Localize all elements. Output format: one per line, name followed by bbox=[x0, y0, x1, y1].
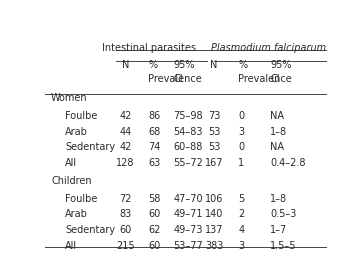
Text: 60–88: 60–88 bbox=[174, 143, 203, 152]
Text: 5: 5 bbox=[238, 194, 244, 204]
Text: Foulbe: Foulbe bbox=[65, 194, 97, 204]
Text: 47–70: 47–70 bbox=[174, 194, 203, 204]
Text: Plasmodium falciparum: Plasmodium falciparum bbox=[212, 43, 327, 53]
Text: Children: Children bbox=[51, 176, 91, 186]
Text: 1: 1 bbox=[238, 158, 244, 168]
Text: 72: 72 bbox=[119, 194, 132, 204]
Text: 2: 2 bbox=[238, 209, 244, 220]
Text: 1–8: 1–8 bbox=[270, 127, 287, 137]
Text: 74: 74 bbox=[148, 143, 160, 152]
Text: Prevalence: Prevalence bbox=[238, 74, 292, 84]
Text: %: % bbox=[148, 60, 157, 70]
Text: All: All bbox=[65, 158, 77, 168]
Text: 106: 106 bbox=[205, 194, 223, 204]
Text: 140: 140 bbox=[205, 209, 223, 220]
Text: 42: 42 bbox=[119, 111, 132, 121]
Text: 53: 53 bbox=[208, 127, 220, 137]
Text: 128: 128 bbox=[116, 158, 135, 168]
Text: 60: 60 bbox=[119, 225, 132, 235]
Text: NA: NA bbox=[270, 111, 285, 121]
Text: Intestinal parasites: Intestinal parasites bbox=[102, 43, 196, 53]
Text: Prevalence: Prevalence bbox=[148, 74, 202, 84]
Text: 215: 215 bbox=[116, 241, 135, 251]
Text: 1–8: 1–8 bbox=[270, 194, 287, 204]
Text: 62: 62 bbox=[148, 225, 160, 235]
Text: 0: 0 bbox=[238, 111, 244, 121]
Text: NA: NA bbox=[270, 143, 285, 152]
Text: 60: 60 bbox=[148, 209, 160, 220]
Text: Women: Women bbox=[51, 93, 87, 103]
Text: %: % bbox=[238, 60, 247, 70]
Text: Sedentary: Sedentary bbox=[65, 143, 115, 152]
Text: 95%: 95% bbox=[174, 60, 195, 70]
Text: 58: 58 bbox=[148, 194, 160, 204]
Text: 3: 3 bbox=[238, 127, 244, 137]
Text: 0: 0 bbox=[238, 143, 244, 152]
Text: 63: 63 bbox=[148, 158, 160, 168]
Text: 383: 383 bbox=[205, 241, 223, 251]
Text: 95%: 95% bbox=[270, 60, 292, 70]
Text: 49–73: 49–73 bbox=[174, 225, 203, 235]
Text: N: N bbox=[211, 60, 218, 70]
Text: 55–72: 55–72 bbox=[174, 158, 203, 168]
Text: 86: 86 bbox=[148, 111, 160, 121]
Text: 53: 53 bbox=[208, 143, 220, 152]
Text: Foulbe: Foulbe bbox=[65, 111, 97, 121]
Text: N: N bbox=[122, 60, 129, 70]
Text: 53–77: 53–77 bbox=[174, 241, 203, 251]
Text: 54–83: 54–83 bbox=[174, 127, 203, 137]
Text: 167: 167 bbox=[205, 158, 223, 168]
Text: 4: 4 bbox=[238, 225, 244, 235]
Text: 137: 137 bbox=[205, 225, 223, 235]
Text: 60: 60 bbox=[148, 241, 160, 251]
Text: All: All bbox=[65, 241, 77, 251]
Text: 42: 42 bbox=[119, 143, 132, 152]
Text: 0.4–2.8: 0.4–2.8 bbox=[270, 158, 306, 168]
Text: 83: 83 bbox=[119, 209, 132, 220]
Text: 44: 44 bbox=[119, 127, 132, 137]
Text: Arab: Arab bbox=[65, 127, 88, 137]
Text: 3: 3 bbox=[238, 241, 244, 251]
Text: 0.5–3: 0.5–3 bbox=[270, 209, 297, 220]
Text: CI: CI bbox=[174, 74, 183, 84]
Text: CI: CI bbox=[270, 74, 280, 84]
Text: Sedentary: Sedentary bbox=[65, 225, 115, 235]
Text: Arab: Arab bbox=[65, 209, 88, 220]
Text: 73: 73 bbox=[208, 111, 220, 121]
Text: 1–7: 1–7 bbox=[270, 225, 288, 235]
Text: 1.5–5: 1.5–5 bbox=[270, 241, 297, 251]
Text: 49–71: 49–71 bbox=[174, 209, 203, 220]
Text: 68: 68 bbox=[148, 127, 160, 137]
Text: 75–98: 75–98 bbox=[174, 111, 203, 121]
